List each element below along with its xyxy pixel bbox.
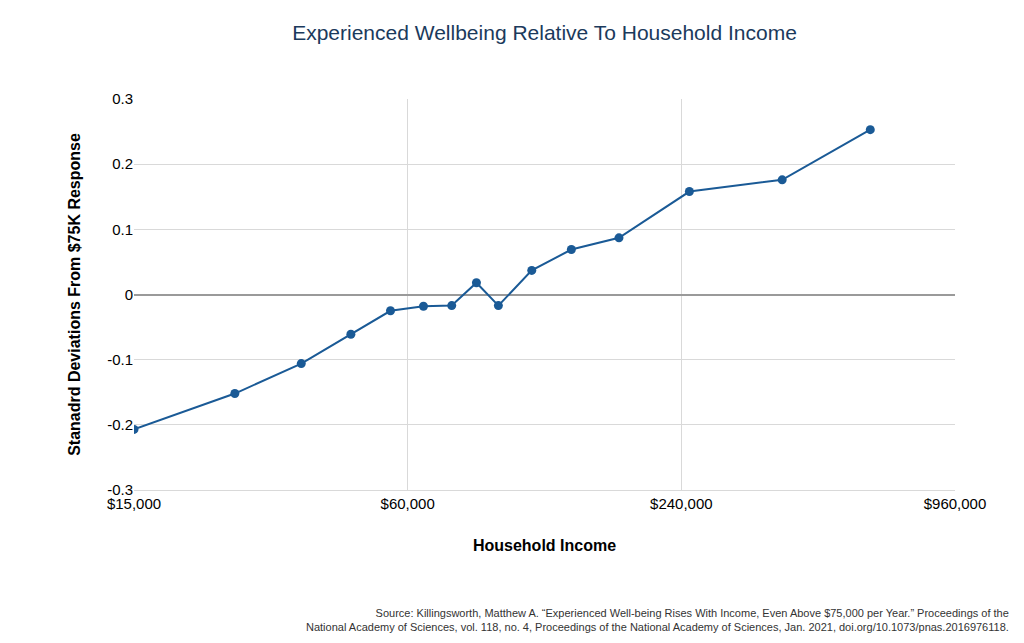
svg-text:0.2: 0.2 (112, 155, 133, 172)
svg-text:$15,000: $15,000 (107, 495, 161, 512)
svg-text:0.1: 0.1 (112, 221, 133, 238)
svg-text:-0.1: -0.1 (107, 351, 133, 368)
svg-text:Experienced Wellbeing Relative: Experienced Wellbeing Relative To Househ… (292, 21, 797, 44)
svg-text:Household Income: Household Income (473, 537, 616, 554)
svg-text:Source: Killingsworth, Matthew: Source: Killingsworth, Matthew A. “Exper… (306, 607, 1009, 633)
svg-text:-0.3: -0.3 (107, 481, 133, 498)
svg-text:$60,000: $60,000 (381, 495, 435, 512)
svg-text:0.3: 0.3 (112, 90, 133, 107)
svg-text:-0.2: -0.2 (107, 416, 133, 433)
svg-text:$240,000: $240,000 (650, 495, 713, 512)
svg-text:$960,000: $960,000 (924, 495, 987, 512)
svg-text:Stanadrd Deviations From $75K: Stanadrd Deviations From $75K Response (66, 133, 83, 456)
svg-text:0: 0 (125, 286, 133, 303)
